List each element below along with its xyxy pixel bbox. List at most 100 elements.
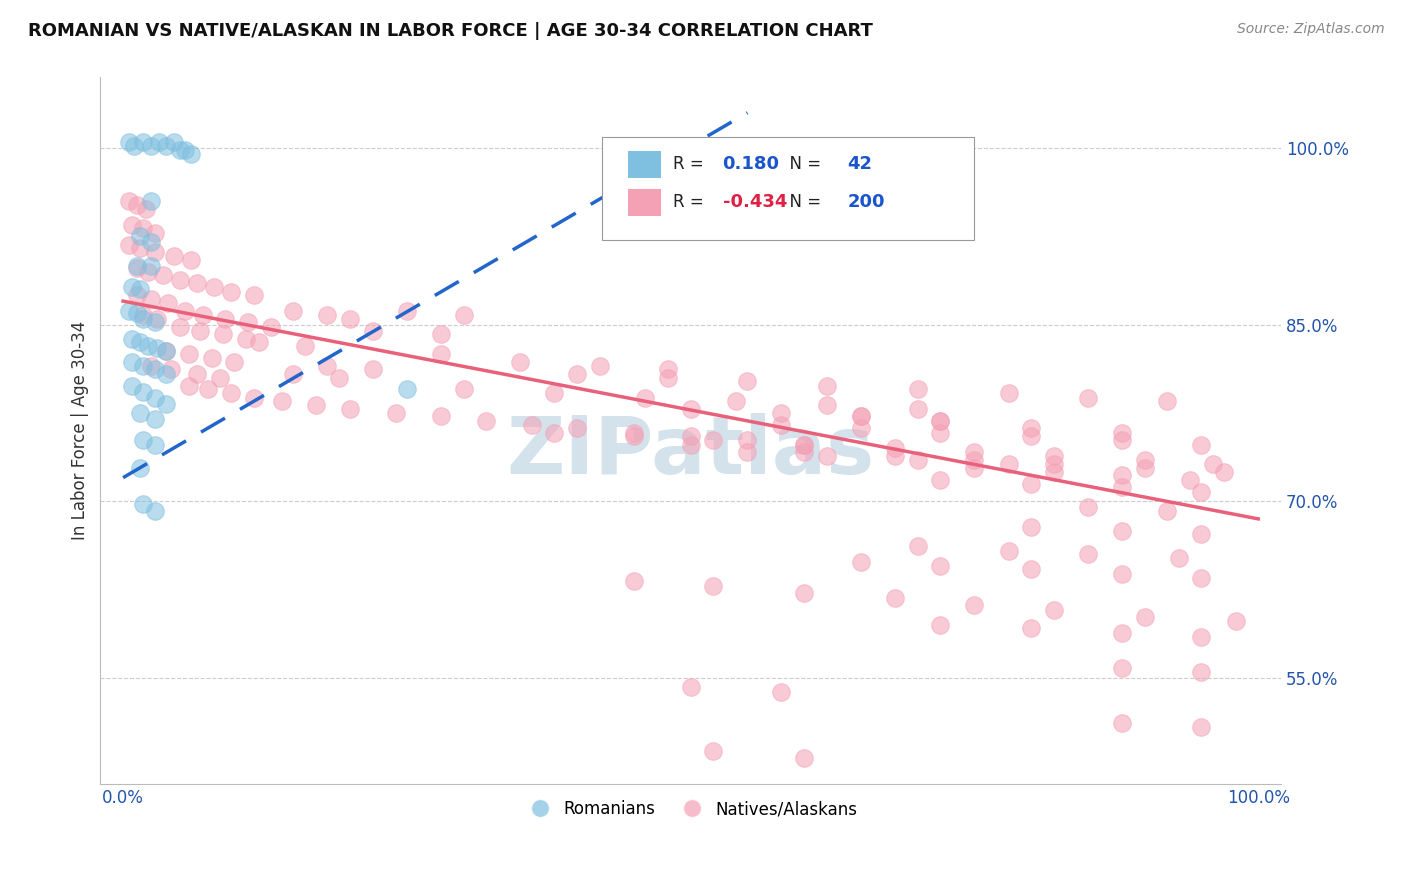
- Point: [121, 218, 143, 232]
- Point: [177, 347, 200, 361]
- Point: [929, 425, 952, 440]
- Point: [121, 379, 143, 393]
- Point: [159, 362, 181, 376]
- Point: [793, 438, 815, 452]
- Point: [907, 453, 929, 467]
- Point: [1156, 394, 1178, 409]
- Point: [634, 391, 657, 405]
- Point: [430, 347, 453, 361]
- Point: [1111, 468, 1133, 483]
- Point: [702, 579, 724, 593]
- Point: [163, 135, 186, 149]
- Point: [242, 288, 264, 302]
- Text: 42: 42: [848, 155, 873, 173]
- Point: [770, 406, 793, 420]
- Point: [929, 558, 952, 573]
- Point: [849, 421, 872, 435]
- Point: [118, 194, 141, 208]
- Point: [623, 425, 645, 440]
- Point: [430, 409, 453, 424]
- Point: [146, 311, 169, 326]
- Point: [224, 355, 246, 369]
- Point: [623, 574, 645, 589]
- Point: [849, 409, 872, 424]
- Point: [136, 265, 159, 279]
- Point: [219, 385, 242, 400]
- Point: [1191, 630, 1213, 644]
- Point: [1167, 550, 1189, 565]
- Point: [316, 308, 339, 322]
- Point: [143, 412, 166, 426]
- Point: [219, 285, 242, 299]
- Point: [395, 303, 418, 318]
- Point: [163, 249, 186, 263]
- Point: [174, 144, 197, 158]
- Point: [1191, 571, 1213, 585]
- Point: [180, 252, 202, 267]
- Point: [328, 370, 350, 384]
- Point: [1077, 547, 1099, 561]
- Point: [1019, 476, 1042, 491]
- Point: [143, 438, 166, 452]
- Point: [141, 194, 163, 208]
- Point: [725, 394, 748, 409]
- Point: [1191, 527, 1213, 541]
- Point: [132, 433, 155, 447]
- Point: [242, 391, 264, 405]
- Point: [453, 308, 475, 322]
- Point: [657, 370, 679, 384]
- Point: [118, 237, 141, 252]
- Point: [657, 362, 679, 376]
- Point: [155, 138, 177, 153]
- Point: [1111, 433, 1133, 447]
- Point: [997, 543, 1019, 558]
- Point: [132, 308, 155, 322]
- Point: [143, 244, 166, 259]
- Point: [679, 429, 702, 443]
- Point: [129, 241, 152, 255]
- Point: [929, 617, 952, 632]
- Point: [1111, 480, 1133, 494]
- Point: [1191, 720, 1213, 734]
- Point: [679, 402, 702, 417]
- Point: [1111, 567, 1133, 582]
- Point: [235, 332, 257, 346]
- Point: [929, 414, 952, 428]
- Point: [815, 398, 838, 412]
- Point: [1019, 562, 1042, 576]
- Point: [770, 685, 793, 699]
- Point: [1133, 453, 1156, 467]
- Point: [884, 442, 907, 456]
- Point: [247, 335, 270, 350]
- Point: [884, 450, 907, 464]
- Bar: [628, 189, 661, 216]
- Point: [737, 444, 759, 458]
- Point: [121, 332, 143, 346]
- Point: [1133, 609, 1156, 624]
- Point: [520, 417, 543, 432]
- Point: [141, 359, 163, 373]
- Point: [997, 457, 1019, 471]
- Point: [191, 308, 214, 322]
- Point: [793, 751, 815, 765]
- Point: [963, 461, 986, 475]
- Point: [907, 383, 929, 397]
- Point: [125, 261, 148, 276]
- Point: [963, 444, 986, 458]
- Point: [283, 303, 305, 318]
- Point: [884, 591, 907, 605]
- Point: [305, 398, 328, 412]
- Point: [186, 367, 208, 381]
- Text: N =: N =: [779, 155, 827, 173]
- Point: [202, 280, 225, 294]
- Point: [1019, 429, 1042, 443]
- Point: [929, 414, 952, 428]
- Point: [702, 744, 724, 758]
- Point: [118, 303, 141, 318]
- Point: [1043, 602, 1066, 616]
- Point: [1225, 615, 1247, 629]
- Legend: Romanians, Natives/Alaskans: Romanians, Natives/Alaskans: [517, 794, 865, 825]
- Point: [1191, 665, 1213, 679]
- Point: [793, 444, 815, 458]
- Point: [907, 539, 929, 553]
